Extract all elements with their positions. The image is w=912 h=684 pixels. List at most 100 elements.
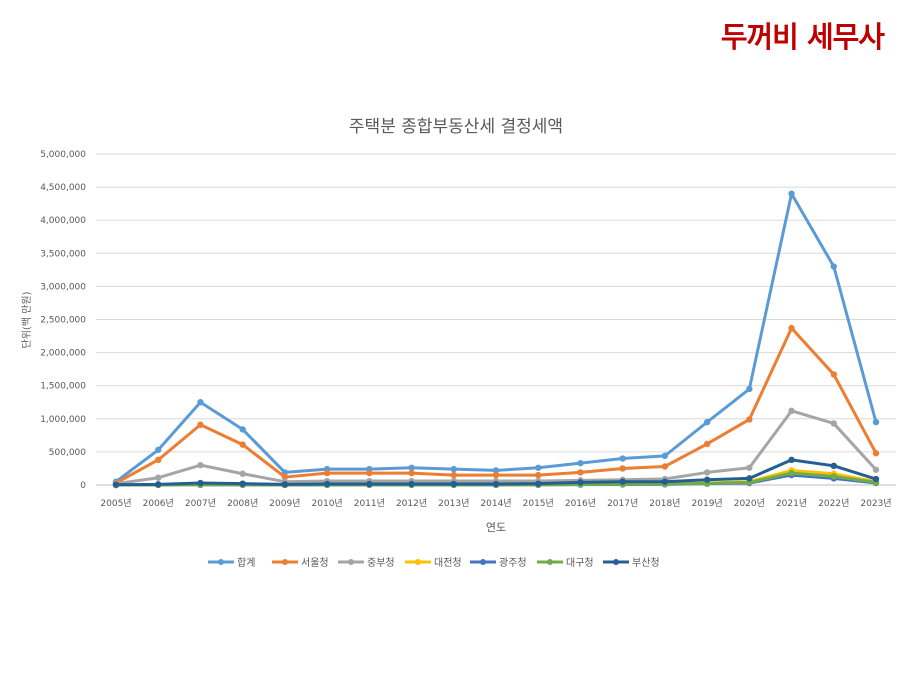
data-point xyxy=(703,440,711,448)
data-point xyxy=(450,480,457,488)
data-point xyxy=(492,480,500,488)
x-tick-label: 2015년 xyxy=(523,498,554,509)
data-point xyxy=(746,464,753,471)
data-point xyxy=(535,480,542,487)
data-point xyxy=(197,461,204,469)
data-point xyxy=(577,479,584,486)
legend-label: 대구청 xyxy=(566,557,594,569)
data-point xyxy=(239,426,246,433)
data-point xyxy=(197,421,204,428)
x-tick-label: 2008년 xyxy=(227,498,258,509)
y-tick-label: 500,000 xyxy=(49,448,86,458)
x-tick-label: 2005년 xyxy=(100,498,131,509)
data-point xyxy=(450,465,457,473)
data-point xyxy=(703,418,711,426)
data-point xyxy=(197,479,204,487)
x-tick-label: 2018년 xyxy=(649,498,680,509)
data-point xyxy=(408,469,415,477)
x-tick-label: 2023년 xyxy=(860,498,891,509)
data-point xyxy=(281,481,289,488)
x-tick-label: 2014년 xyxy=(480,498,511,509)
brand-logo: 두꺼비 세무사 xyxy=(720,20,885,54)
data-point xyxy=(366,480,373,488)
legend-label: 합계 xyxy=(237,557,255,569)
y-tick-label: 5,000,000 xyxy=(40,150,86,160)
data-point xyxy=(492,467,500,474)
data-point xyxy=(872,475,880,483)
data-point xyxy=(830,420,837,427)
legend-marker xyxy=(282,559,288,565)
data-point xyxy=(830,473,837,480)
legend-marker xyxy=(613,559,619,565)
y-tick-label: 4,500,000 xyxy=(40,183,86,193)
legend-label: 중부청 xyxy=(367,557,395,569)
y-tick-label: 0 xyxy=(80,481,86,491)
legend-marker xyxy=(218,559,224,565)
y-tick-label: 2,000,000 xyxy=(40,349,86,359)
data-point xyxy=(788,324,795,332)
data-point xyxy=(872,466,880,473)
data-point xyxy=(746,385,753,393)
data-point xyxy=(112,481,120,488)
data-point xyxy=(155,474,162,481)
data-point xyxy=(239,480,246,487)
data-point xyxy=(155,481,162,488)
y-tick-label: 3,500,000 xyxy=(40,249,86,259)
data-point xyxy=(155,456,162,464)
data-point xyxy=(661,452,669,460)
x-tick-label: 2022년 xyxy=(818,498,849,509)
data-point xyxy=(492,471,500,479)
data-point xyxy=(619,455,626,462)
data-point xyxy=(830,263,837,270)
data-point xyxy=(703,469,711,476)
legend-label: 대전청 xyxy=(434,557,462,569)
legend-label: 광주청 xyxy=(499,557,527,569)
legend-marker xyxy=(547,559,553,565)
series-line xyxy=(115,326,878,485)
data-point xyxy=(788,190,795,197)
data-point xyxy=(661,478,669,485)
y-tick-label: 1,500,000 xyxy=(40,382,86,392)
x-tick-label: 2020년 xyxy=(734,498,765,509)
data-point xyxy=(788,456,795,464)
x-axis-label: 연도 xyxy=(486,521,506,534)
data-point xyxy=(872,450,880,457)
data-point xyxy=(408,480,415,488)
x-tick-label: 2006년 xyxy=(143,498,174,509)
x-tick-label: 2010년 xyxy=(312,498,343,509)
x-tick-label: 2019년 xyxy=(692,498,723,509)
x-tick-label: 2021년 xyxy=(776,498,807,509)
data-point xyxy=(830,462,837,470)
data-point xyxy=(197,399,204,406)
data-point xyxy=(746,416,753,423)
data-point xyxy=(788,469,795,477)
x-tick-label: 2012년 xyxy=(396,498,427,509)
data-point xyxy=(619,478,626,485)
data-point xyxy=(661,463,669,470)
legend-label: 부산청 xyxy=(632,557,660,569)
x-tick-label: 2016년 xyxy=(565,498,596,509)
data-point xyxy=(239,470,246,477)
legend-marker xyxy=(480,559,486,565)
legend-marker xyxy=(348,559,354,565)
data-point xyxy=(788,407,795,415)
legend-marker xyxy=(415,559,421,565)
data-point xyxy=(281,473,289,481)
data-point xyxy=(577,459,584,467)
data-point xyxy=(619,465,626,472)
data-point xyxy=(155,446,162,454)
x-tick-label: 2011년 xyxy=(354,498,385,509)
data-point xyxy=(535,471,542,479)
data-point xyxy=(746,475,753,482)
data-point xyxy=(872,418,880,426)
data-point xyxy=(366,469,373,477)
y-tick-label: 3,000,000 xyxy=(40,282,86,292)
data-point xyxy=(408,464,415,471)
x-tick-label: 2009년 xyxy=(269,498,300,509)
chart-title: 주택분 종합부동산세 결정세액 xyxy=(349,117,563,137)
data-point xyxy=(703,476,711,483)
y-tick-label: 1,000,000 xyxy=(40,415,86,425)
x-tick-label: 2013년 xyxy=(438,498,469,509)
legend-label: 서울청 xyxy=(301,557,329,569)
data-point xyxy=(323,480,331,488)
